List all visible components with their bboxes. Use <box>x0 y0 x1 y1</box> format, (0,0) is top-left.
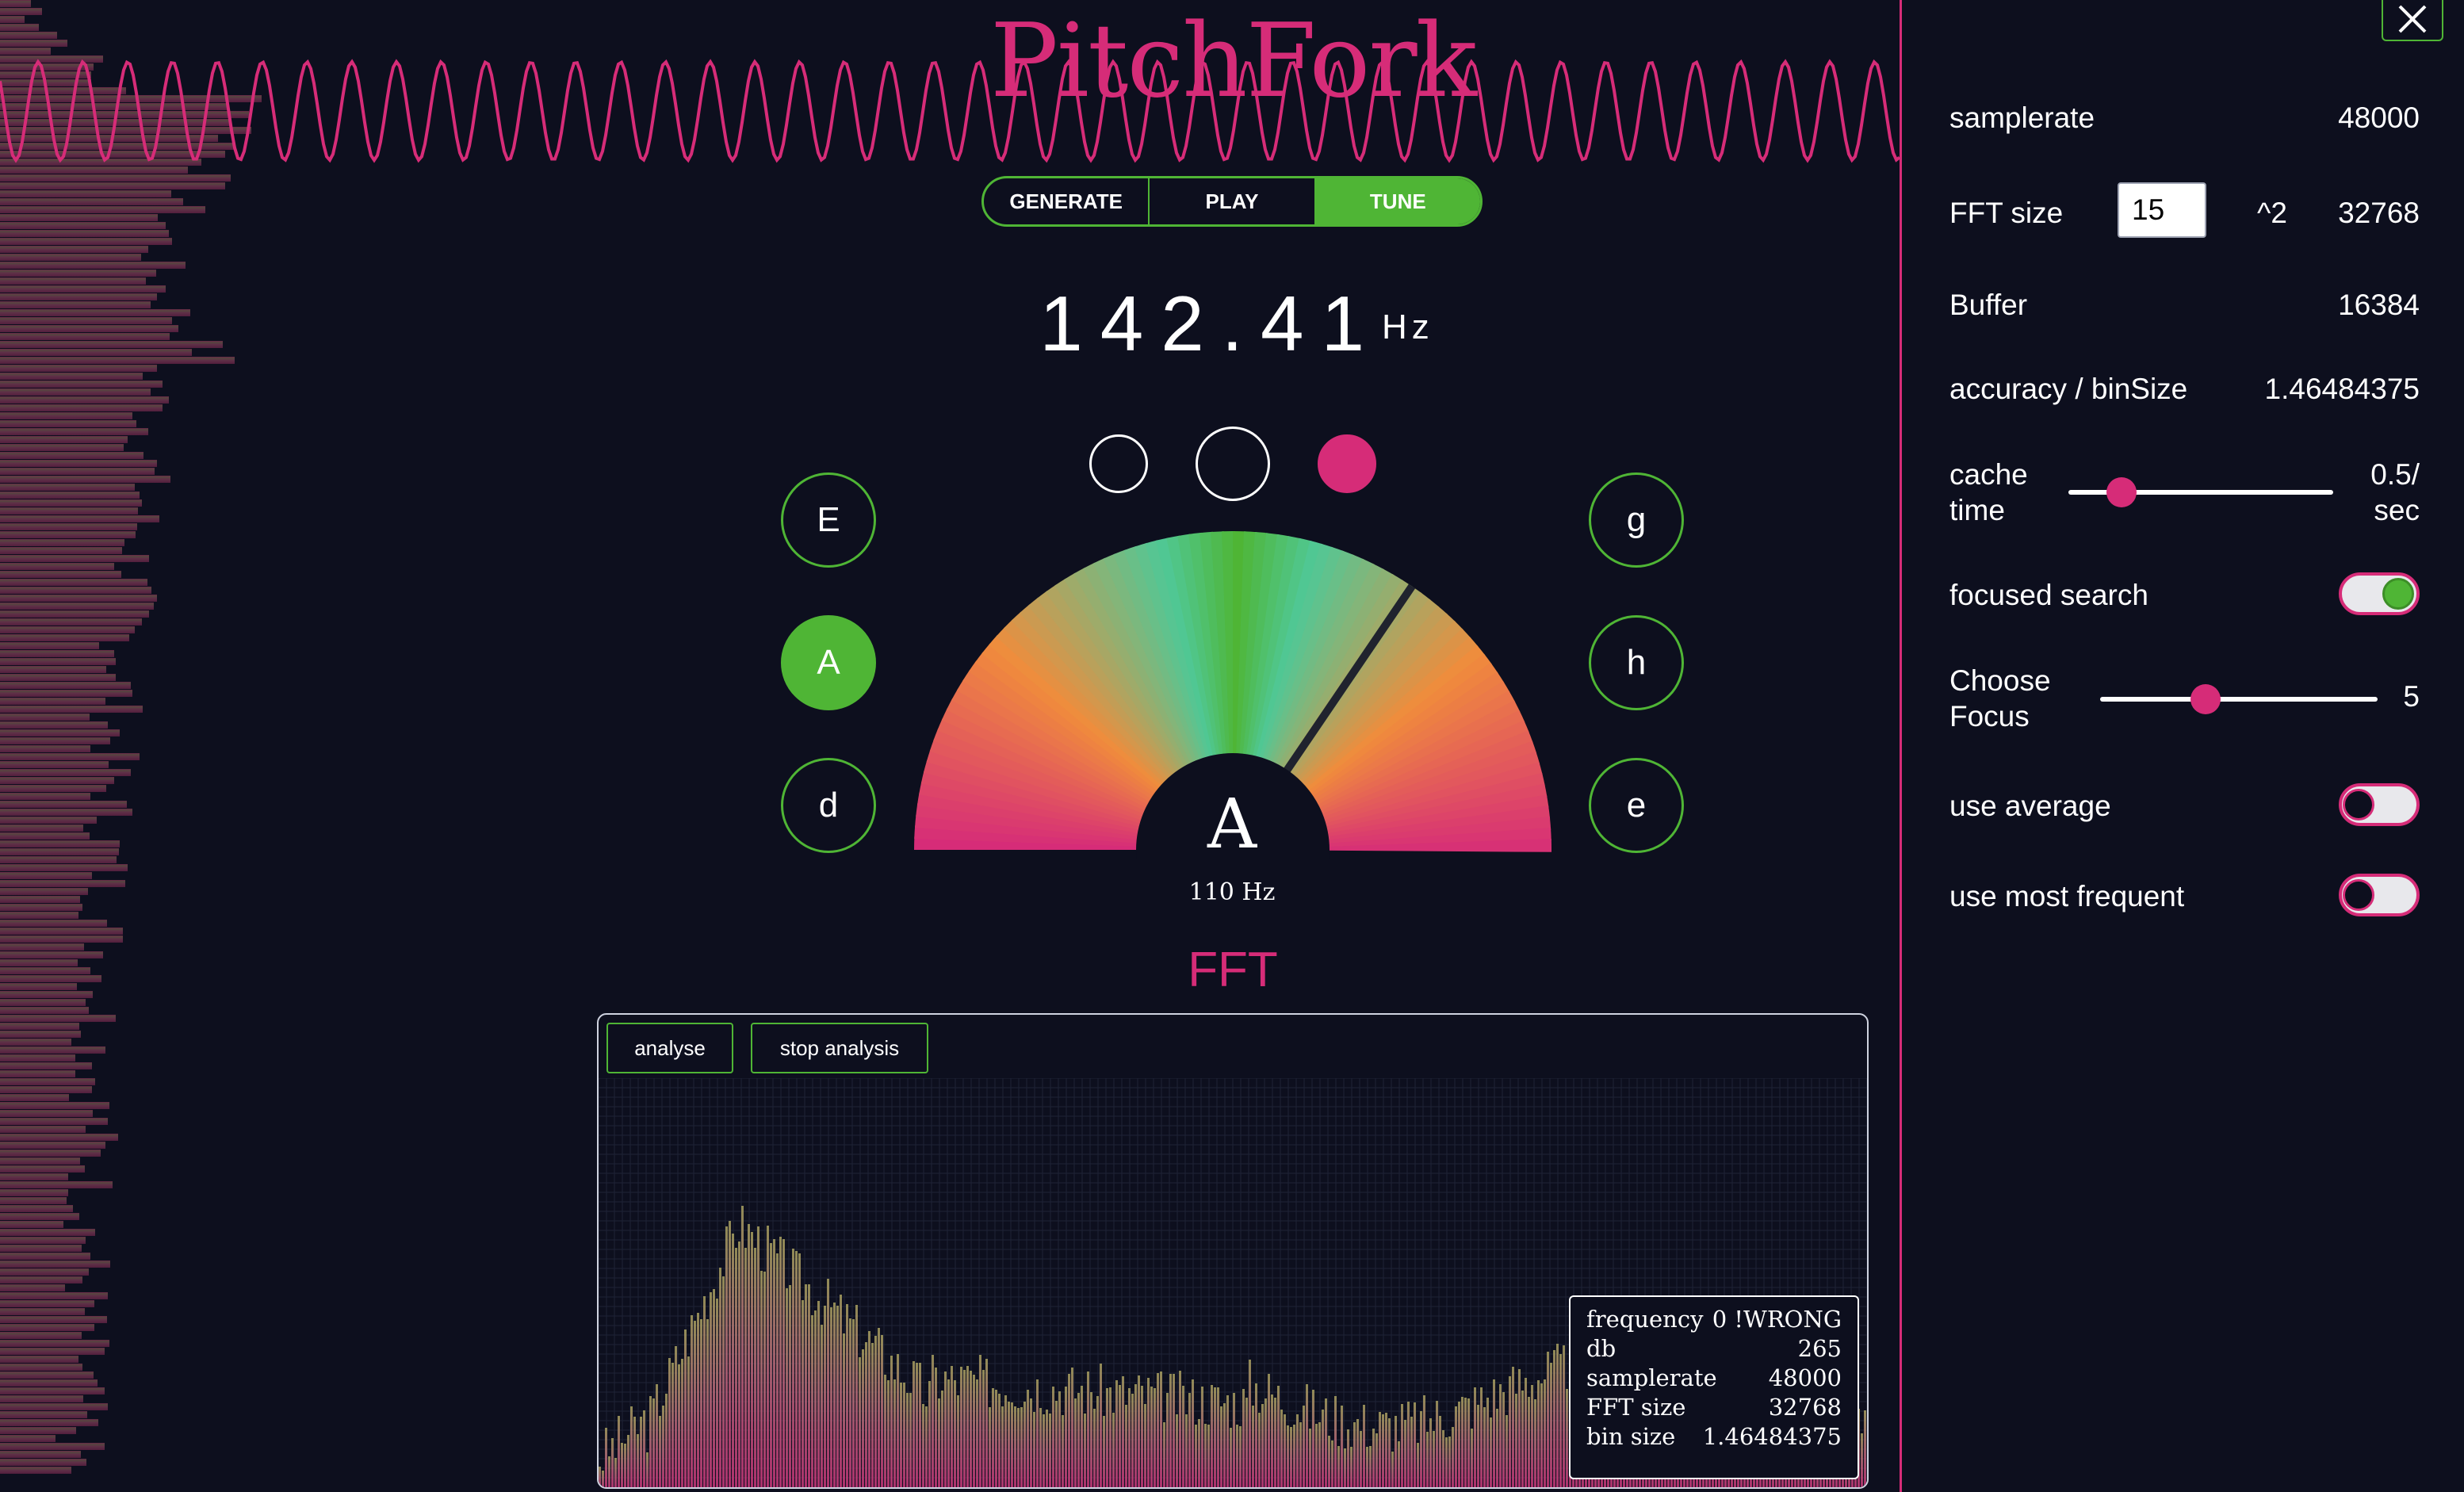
info-db-value: 265 <box>1797 1335 1842 1362</box>
stop-analysis-button[interactable]: stop analysis <box>751 1023 928 1073</box>
frequency-value: 142.41 <box>1039 280 1382 367</box>
samplerate-label: samplerate <box>1949 101 2095 134</box>
choose-focus-label: Choose Focus <box>1949 664 2051 733</box>
spectrum-visualizer <box>0 0 262 1474</box>
frequency-readout: 142.41Hz <box>1031 279 1443 369</box>
string-button-d[interactable]: d <box>781 758 876 853</box>
cache-time-value: 0.5/sec <box>2370 458 2420 526</box>
mode-generate-button[interactable]: GENERATE <box>984 178 1150 224</box>
settings-panel: samplerate 48000 FFT size ^2 32768 Buffe… <box>1900 0 2464 1492</box>
use-average-row: use average <box>1949 783 2420 834</box>
info-binsize-value: 1.46484375 <box>1702 1423 1842 1450</box>
in-tune-indicator <box>1196 427 1270 501</box>
fft-size-input[interactable] <box>2118 182 2206 238</box>
use-most-frequent-toggle[interactable] <box>2339 874 2420 916</box>
close-icon <box>2398 5 2427 33</box>
use-most-frequent-label: use most frequent <box>1949 880 2185 912</box>
fft-size-power: ^2 <box>2257 197 2287 229</box>
sharp-indicator <box>1318 434 1376 493</box>
focused-search-label: focused search <box>1949 579 2148 611</box>
frequency-unit: Hz <box>1381 308 1434 346</box>
choose-focus-slider[interactable] <box>2100 684 2378 714</box>
tuning-gauge <box>914 530 1552 859</box>
detected-note: A <box>1207 785 1257 864</box>
fft-size-label: FFT size <box>1949 197 2064 229</box>
focused-search-row: focused search <box>1949 572 2420 623</box>
info-frequency-value: 0 !WRONG <box>1712 1306 1842 1333</box>
mode-switch: GENERATE PLAY TUNE <box>981 176 1483 227</box>
focused-search-toggle[interactable] <box>2339 572 2420 615</box>
cache-time-slider[interactable] <box>2068 477 2333 507</box>
fft-info-box: frequency 0 !WRONG db 265 samplerate 48000 … <box>1569 1295 1859 1479</box>
info-samplerate-value: 48000 <box>1768 1364 1842 1391</box>
app-title: PitchFork <box>989 2 1477 121</box>
mode-tune-button[interactable]: TUNE <box>1315 178 1480 224</box>
cache-time-row: cache time 0.5/sec <box>1949 457 2420 536</box>
choose-focus-row: Choose Focus 5 <box>1949 663 2420 742</box>
string-button-E[interactable]: E <box>781 472 876 568</box>
info-frequency-label: frequency <box>1586 1306 1704 1333</box>
string-button-e[interactable]: e <box>1589 758 1684 853</box>
close-button[interactable] <box>2382 0 2443 41</box>
string-button-h[interactable]: h <box>1589 615 1684 710</box>
fft-size-value: 32768 <box>2338 197 2420 229</box>
string-button-A[interactable]: A <box>781 615 876 710</box>
info-samplerate-label: samplerate <box>1586 1364 1717 1391</box>
samplerate-value: 48000 <box>2338 101 2420 134</box>
use-average-toggle[interactable] <box>2339 783 2420 826</box>
flat-indicator <box>1089 434 1148 493</box>
cache-time-slider-thumb[interactable] <box>2106 477 2137 507</box>
accuracy-value: 1.46484375 <box>2264 373 2420 405</box>
use-average-label: use average <box>1949 790 2111 822</box>
info-fftsize-label: FFT size <box>1586 1394 1686 1421</box>
use-most-frequent-row: use most frequent <box>1949 874 2420 924</box>
gauge-hub <box>1136 753 1330 859</box>
choose-focus-slider-thumb[interactable] <box>2190 684 2221 714</box>
fft-panel: analyse stop analysis frequency 0 !WRONG … <box>597 1013 1869 1489</box>
info-db-label: db <box>1586 1335 1617 1362</box>
analyse-button[interactable]: analyse <box>606 1023 733 1073</box>
waveform <box>0 59 1900 163</box>
buffer-value: 16384 <box>2338 289 2420 321</box>
string-button-g[interactable]: g <box>1589 472 1684 568</box>
mode-play-button[interactable]: PLAY <box>1150 178 1316 224</box>
accuracy-label: accuracy / binSize <box>1949 373 2188 405</box>
fft-title: FFT <box>1188 943 1278 997</box>
cache-time-label: cache time <box>1949 458 2028 526</box>
buffer-label: Buffer <box>1949 289 2028 321</box>
info-fftsize-value: 32768 <box>1768 1394 1842 1421</box>
choose-focus-value: 5 <box>2403 680 2420 713</box>
tuning-needle <box>1283 583 1416 774</box>
note-frequency: 110 Hz <box>1188 878 1276 906</box>
info-binsize-label: bin size <box>1586 1423 1676 1450</box>
